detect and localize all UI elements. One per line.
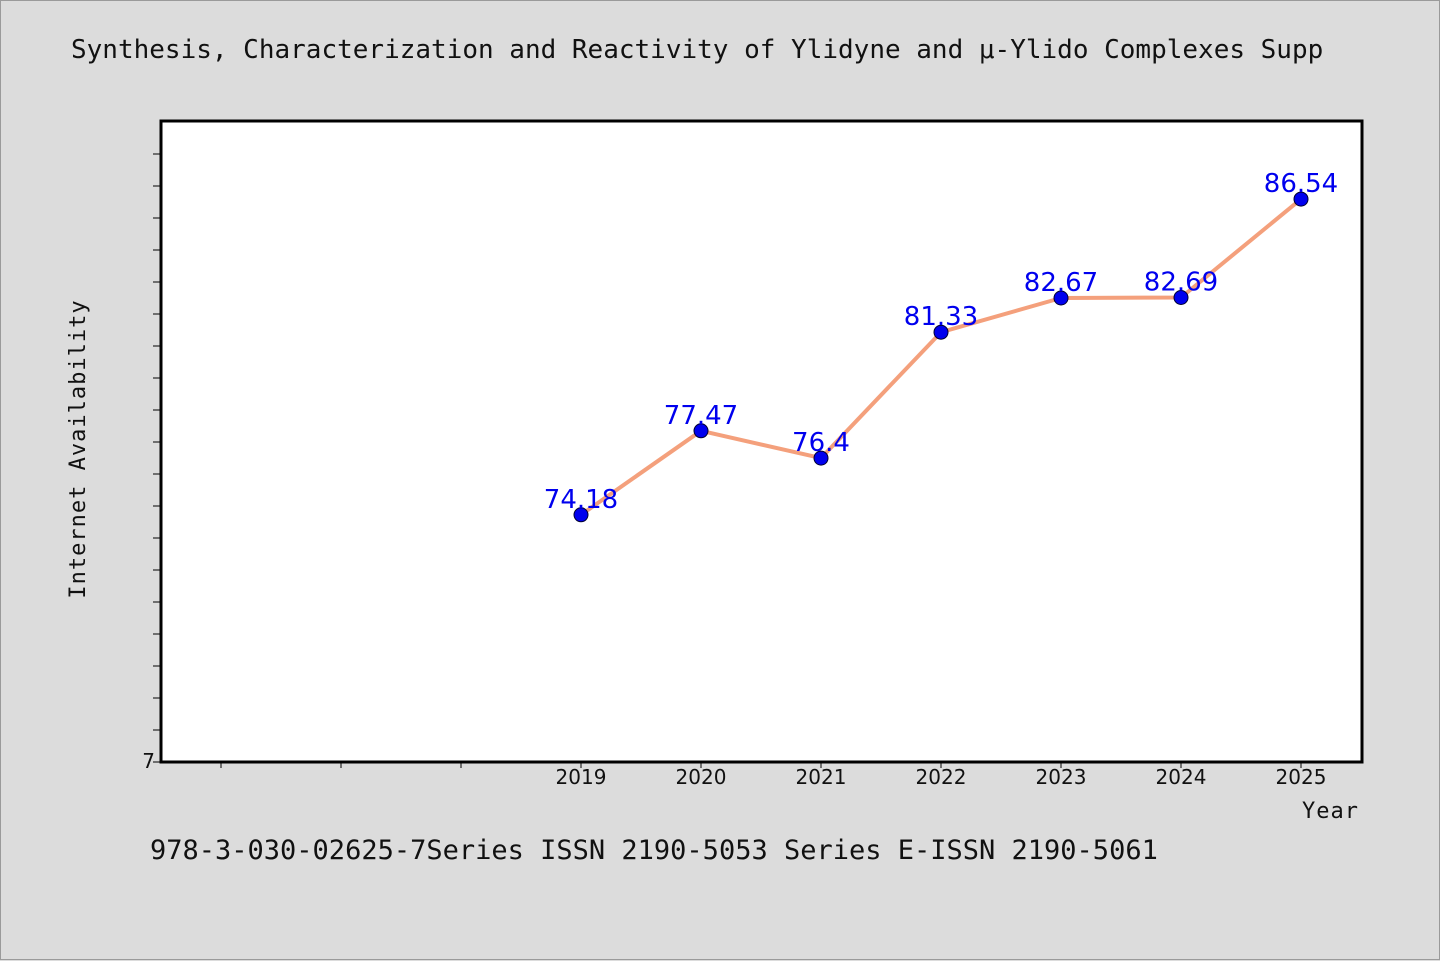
data-point — [933, 324, 949, 340]
x-tick-label: 2020 — [676, 765, 727, 789]
footer-text: 978-3-030-02625-7Series ISSN 2190-5053 S… — [150, 835, 1158, 866]
y-axis-title: Internet Availability — [66, 299, 91, 598]
data-label: 76.4 — [792, 428, 850, 458]
data-point — [693, 423, 709, 439]
data-point — [573, 507, 589, 523]
x-tick-label: 2025 — [1276, 765, 1327, 789]
x-tick-label: 2021 — [796, 765, 847, 789]
data-label: 82.69 — [1144, 268, 1218, 298]
data-point — [1293, 191, 1309, 207]
data-label: 86.54 — [1264, 169, 1338, 199]
series-line-group: 74.18 77.47 76.4 81.33 82.67 82.69 86.54 — [544, 169, 1338, 523]
x-tick-label: 2022 — [916, 765, 967, 789]
plot-area — [159, 119, 1364, 764]
data-point — [1053, 290, 1069, 306]
chart-title: Synthesis, Characterization and Reactivi… — [71, 35, 1324, 65]
data-label: 77.47 — [664, 401, 738, 431]
y-axis-ticks — [153, 153, 161, 763]
data-point — [1173, 290, 1189, 305]
data-point — [813, 450, 829, 466]
x-tick-label: 2024 — [1156, 765, 1207, 789]
x-axis-ticks — [220, 762, 1302, 768]
x-axis-title: Year — [1302, 799, 1359, 824]
x-tick-label: 2023 — [1036, 765, 1087, 789]
data-label: 74.18 — [544, 485, 618, 515]
data-label: 82.67 — [1024, 268, 1098, 298]
x-tick-labels: 2019 2020 2021 2022 2023 2024 2025 — [556, 765, 1327, 789]
x-tick-label: 2019 — [556, 765, 607, 789]
y-tick-label: 7 — [142, 749, 155, 773]
data-label: 81.33 — [904, 302, 978, 332]
